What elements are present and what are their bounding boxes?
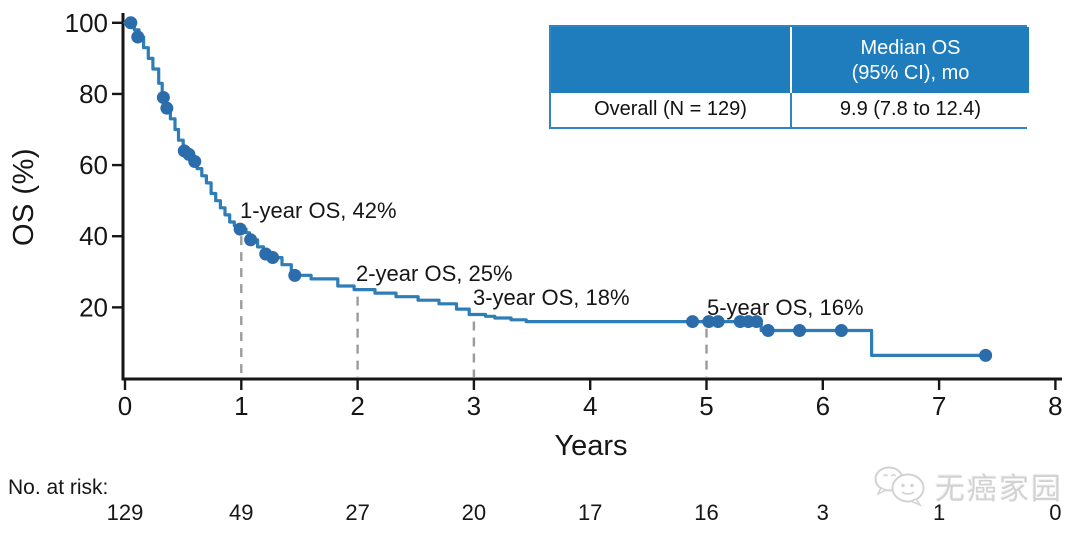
- x-tick-label: 6: [816, 391, 830, 421]
- censor-mark: [124, 16, 138, 30]
- censor-mark: [793, 323, 807, 337]
- x-axis-title: Years: [554, 430, 628, 462]
- censor-mark: [834, 323, 848, 337]
- censor-mark: [188, 155, 202, 169]
- x-tick-label: 8: [1048, 391, 1062, 421]
- summary-table-row-value: 9.9 (7.8 to 12.4): [792, 93, 1029, 127]
- risk-count: 49: [229, 500, 254, 525]
- annotation-3-year-os: 3-year OS, 18%: [473, 285, 630, 310]
- censor-mark: [711, 315, 725, 329]
- censor-mark: [131, 30, 145, 44]
- watermark: 无癌家园: [872, 464, 1063, 508]
- no-at-risk-label: No. at risk:: [8, 476, 109, 499]
- censor-mark: [750, 315, 764, 329]
- x-tick-label: 1: [234, 391, 248, 421]
- censor-mark: [702, 315, 716, 329]
- censor-mark: [686, 315, 700, 329]
- x-tick-label: 0: [118, 391, 132, 421]
- median-os-summary-table: Median OS (95% CI), mo Overall (N = 129)…: [549, 25, 1029, 129]
- censor-mark: [266, 251, 280, 265]
- y-tick-label: 60: [79, 150, 108, 180]
- x-tick-label: 3: [467, 391, 481, 421]
- y-tick-label: 20: [79, 292, 108, 322]
- summary-table-header-line2: (95% CI), mo: [851, 62, 970, 84]
- watermark-text: 无癌家园: [935, 473, 1063, 506]
- summary-table-header-line1: Median OS: [860, 37, 961, 59]
- x-tick-label: 2: [350, 391, 364, 421]
- censor-mark: [160, 101, 174, 115]
- no-at-risk-row: 129 49 27 20 17 16 3 1 0: [0, 500, 1080, 530]
- summary-table-row-label: Overall (N = 129): [551, 93, 792, 127]
- x-tick-label: 5: [699, 391, 713, 421]
- risk-count: 1: [932, 500, 946, 525]
- risk-count: 0: [1049, 500, 1062, 525]
- y-tick-label: 40: [79, 221, 108, 251]
- censor-mark: [288, 268, 302, 282]
- censor-mark: [244, 233, 258, 247]
- x-tick-label: 4: [583, 391, 597, 421]
- censor-mark: [156, 90, 170, 104]
- risk-count: 129: [106, 500, 144, 525]
- risk-count: 3: [816, 500, 829, 525]
- censor-mark: [761, 323, 775, 337]
- risk-count: 17: [577, 500, 603, 525]
- y-tick-label: 100: [65, 8, 108, 38]
- summary-table-header-empty: [551, 27, 792, 93]
- summary-table-header-median-os: Median OS (95% CI), mo: [792, 27, 1029, 93]
- annotation-1-year-os: 1-year OS, 42%: [240, 198, 397, 223]
- wechat-chat-bubbles-icon: [874, 466, 925, 507]
- risk-count: 16: [694, 500, 719, 525]
- risk-count: 27: [345, 500, 370, 525]
- x-tick-label: 7: [932, 391, 946, 421]
- y-axis-title: OS (%): [8, 147, 40, 247]
- risk-count: 20: [461, 500, 487, 525]
- censor-mark: [233, 222, 247, 236]
- annotation-5-year-os: 5-year OS, 16%: [707, 295, 864, 320]
- annotation-2-year-os: 2-year OS, 25%: [356, 261, 513, 286]
- y-tick-label: 80: [79, 79, 108, 109]
- censor-mark: [979, 348, 993, 362]
